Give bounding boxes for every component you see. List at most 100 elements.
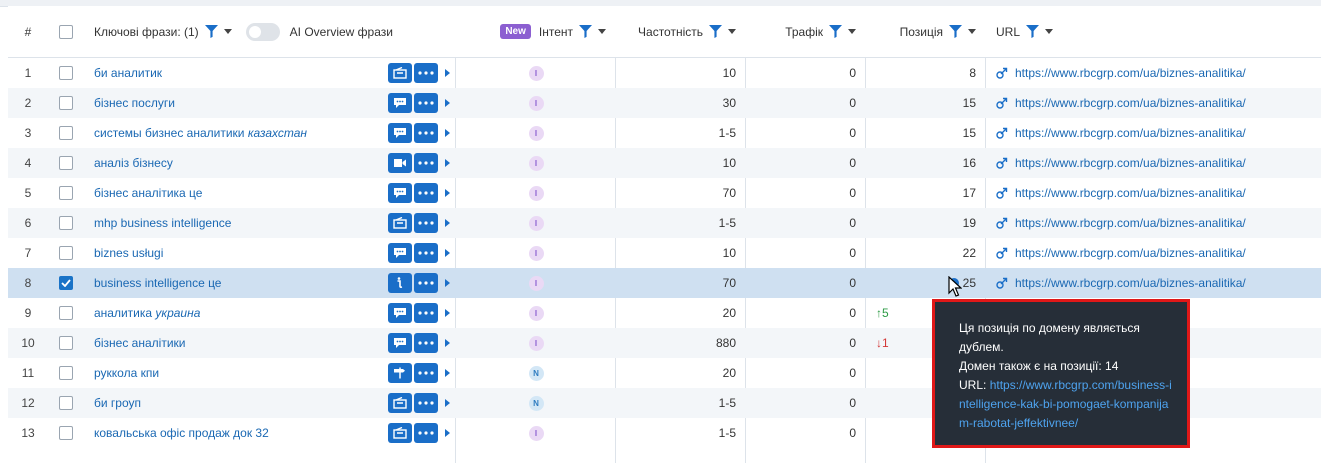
more-options-button[interactable] — [414, 363, 438, 383]
header-traffic[interactable]: Трафік — [746, 6, 866, 57]
row-checkbox[interactable] — [48, 208, 84, 238]
keyword-link[interactable]: mhp business intelligence — [94, 216, 232, 230]
keyword-link[interactable]: business intelligence це — [94, 276, 222, 290]
url-link[interactable]: https://www.rbcgrp.com/ua/biznes-analiti… — [1015, 126, 1246, 140]
table-row[interactable]: 3 системы бизнес аналитики казахстан I 1… — [8, 118, 1321, 148]
more-options-button[interactable] — [414, 243, 438, 263]
chevron-right-icon[interactable] — [445, 339, 450, 347]
table-row[interactable]: 7 biznes usługi I 10 0 22 https:// — [8, 238, 1321, 268]
external-link-icon[interactable] — [996, 97, 1008, 109]
table-row[interactable]: 8 business intelligence це I 70 0 25 — [8, 268, 1321, 298]
chevron-right-icon[interactable] — [445, 99, 450, 107]
filter-icon[interactable] — [949, 25, 962, 38]
table-row[interactable]: 11 руккола кпи N 20 0 — [8, 358, 1321, 388]
chat-icon[interactable] — [388, 93, 412, 113]
filter-icon[interactable] — [204, 25, 218, 38]
more-options-button[interactable] — [414, 303, 438, 323]
chevron-right-icon[interactable] — [445, 279, 450, 287]
chat-icon[interactable] — [388, 123, 412, 143]
chevron-down-icon[interactable] — [968, 29, 976, 34]
more-options-button[interactable] — [414, 273, 438, 293]
more-options-button[interactable] — [414, 63, 438, 83]
row-checkbox[interactable] — [48, 358, 84, 388]
table-row[interactable]: 13 ковальська офіс продаж док 32 I 1-5 0 — [8, 418, 1321, 448]
external-link-icon[interactable] — [996, 217, 1008, 229]
more-options-button[interactable] — [414, 153, 438, 173]
chevron-down-icon[interactable] — [728, 29, 736, 34]
chevron-down-icon[interactable] — [1045, 29, 1054, 34]
row-checkbox[interactable] — [48, 148, 84, 178]
more-options-button[interactable] — [414, 423, 438, 443]
row-checkbox[interactable] — [48, 118, 84, 148]
chevron-right-icon[interactable] — [445, 219, 450, 227]
keyword-link[interactable]: аналитика украина — [94, 306, 201, 320]
url-link[interactable]: https://www.rbcgrp.com/ua/biznes-analiti… — [1015, 276, 1246, 290]
keyword-link[interactable]: би аналитик — [94, 66, 163, 80]
chat-icon[interactable] — [388, 183, 412, 203]
chat-icon[interactable] — [388, 303, 412, 323]
more-options-button[interactable] — [414, 213, 438, 233]
row-checkbox[interactable] — [48, 418, 84, 448]
chevron-right-icon[interactable] — [445, 189, 450, 197]
tooltip-url-link[interactable]: https://www.rbcgrp.com/business-intellig… — [959, 378, 1172, 430]
serp-feature-icon[interactable] — [388, 213, 412, 233]
url-link[interactable]: https://www.rbcgrp.com/ua/biznes-analiti… — [1015, 66, 1246, 80]
signpost-icon[interactable] — [388, 363, 412, 383]
serp-feature-icon[interactable] — [388, 423, 412, 443]
row-checkbox[interactable] — [48, 238, 84, 268]
more-options-button[interactable] — [414, 93, 438, 113]
chevron-right-icon[interactable] — [445, 369, 450, 377]
keyword-link[interactable]: бізнес аналітика це — [94, 186, 203, 200]
table-row[interactable]: 5 бізнес аналітика це I 70 0 17 ht — [8, 178, 1321, 208]
more-options-button[interactable] — [414, 333, 438, 353]
keyword-link[interactable]: biznes usługi — [94, 246, 164, 260]
keyword-link[interactable]: би гроуп — [94, 396, 141, 410]
keyword-link[interactable]: системы бизнес аналитики казахстан — [94, 126, 308, 140]
chevron-right-icon[interactable] — [445, 159, 450, 167]
chevron-right-icon[interactable] — [445, 129, 450, 137]
chevron-right-icon[interactable] — [445, 399, 450, 407]
keyword-link[interactable]: руккола кпи — [94, 366, 160, 380]
url-link[interactable]: https://www.rbcgrp.com/ua/biznes-analiti… — [1015, 186, 1246, 200]
filter-icon[interactable] — [709, 25, 722, 38]
keyword-link[interactable]: аналіз бізнесу — [94, 156, 173, 170]
filter-icon[interactable] — [1026, 25, 1040, 38]
serp-feature-icon[interactable] — [388, 393, 412, 413]
url-link[interactable]: https://www.rbcgrp.com/ua/biznes-analiti… — [1015, 246, 1246, 260]
table-row[interactable]: 1 би аналитик I 10 0 8 https://www — [8, 58, 1321, 88]
row-checkbox[interactable] — [48, 388, 84, 418]
url-link[interactable]: https://www.rbcgrp.com/ua/biznes-analiti… — [1015, 216, 1246, 230]
chat-icon[interactable] — [388, 333, 412, 353]
header-position[interactable]: Позиція — [866, 6, 986, 57]
header-volume[interactable]: Частотність — [616, 6, 746, 57]
select-all-checkbox[interactable] — [48, 6, 84, 57]
chevron-right-icon[interactable] — [445, 429, 450, 437]
row-checkbox[interactable] — [48, 88, 84, 118]
external-link-icon[interactable] — [996, 277, 1008, 289]
external-link-icon[interactable] — [996, 67, 1008, 79]
row-checkbox[interactable] — [48, 268, 84, 298]
ai-overview-toggle[interactable] — [245, 22, 280, 41]
chat-icon[interactable] — [388, 243, 412, 263]
external-link-icon[interactable] — [996, 127, 1008, 139]
url-link[interactable]: https://www.rbcgrp.com/ua/biznes-analiti… — [1015, 156, 1246, 170]
external-link-icon[interactable] — [996, 247, 1008, 259]
video-icon[interactable] — [388, 153, 412, 173]
chevron-right-icon[interactable] — [445, 309, 450, 317]
info-icon[interactable] — [388, 273, 412, 293]
keyword-link[interactable]: ковальська офіс продаж док 32 — [94, 426, 269, 440]
row-checkbox[interactable] — [48, 58, 84, 88]
more-options-button[interactable] — [414, 393, 438, 413]
chevron-down-icon[interactable] — [223, 29, 232, 34]
header-keywords[interactable]: Ключові фрази: (1) AI Overview фрази — [84, 6, 456, 57]
header-intent[interactable]: New Інтент — [456, 6, 616, 57]
more-options-button[interactable] — [414, 183, 438, 203]
more-options-button[interactable] — [414, 123, 438, 143]
chevron-right-icon[interactable] — [445, 249, 450, 257]
external-link-icon[interactable] — [996, 157, 1008, 169]
external-link-icon[interactable] — [996, 187, 1008, 199]
header-url[interactable]: URL — [986, 6, 1321, 57]
table-row[interactable]: 2 бізнес послуги I 30 0 15 https:/ — [8, 88, 1321, 118]
chevron-down-icon[interactable] — [848, 29, 856, 34]
keyword-link[interactable]: бізнес аналітики — [94, 336, 186, 350]
